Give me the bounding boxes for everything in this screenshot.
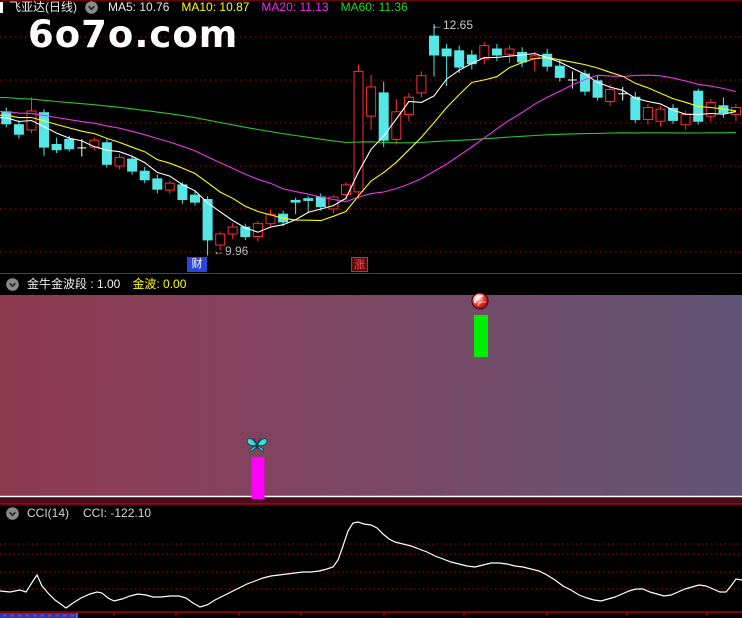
cci-title: CCI(14) — [27, 506, 70, 520]
band-indicator-value: 金波: 0.00 — [132, 277, 187, 291]
ma20-label: MA20: 11.13 — [261, 0, 329, 14]
high-price-annotation: ←12.65 — [431, 18, 474, 32]
main-chart-header: 飞亚达(日线) MA5: 10.76 MA10: 10.87 MA20: 11.… — [0, 0, 742, 14]
chevron-down-icon[interactable] — [6, 507, 19, 520]
candlestick-chart[interactable] — [0, 0, 742, 273]
cci-panel-header: CCI(14) CCI: -122.10 — [0, 506, 742, 521]
cci-indicator-chart[interactable] — [0, 505, 742, 618]
butterfly-icon — [246, 437, 268, 452]
watermark: 6o7o.com — [28, 13, 239, 56]
date-axis-highlight — [0, 613, 77, 618]
marker-zhang: 涨 — [351, 257, 368, 272]
left-edge-tick — [0, 2, 3, 13]
chevron-down-icon[interactable] — [85, 0, 98, 14]
cci-value: CCI: -122.10 — [83, 506, 152, 520]
ma10-label: MA10: 10.87 — [181, 0, 250, 14]
low-price-annotation: ←9.96 — [213, 244, 249, 258]
ma5-label: MA5: 10.76 — [108, 0, 170, 14]
band-indicator-title: 金牛金波段 : 1.00 — [27, 277, 121, 291]
chevron-down-icon[interactable] — [6, 277, 19, 291]
band-indicator-chart[interactable] — [0, 273, 742, 505]
ma60-label: MA60: 11.36 — [340, 0, 408, 14]
red-ball-icon — [471, 292, 489, 310]
marker-cai: 财 — [187, 257, 207, 272]
chart-title: 飞亚达(日线) — [9, 0, 77, 14]
window-top-border — [0, 0, 742, 1]
band-panel-header: 金牛金波段 : 1.00 金波: 0.00 — [0, 274, 742, 294]
